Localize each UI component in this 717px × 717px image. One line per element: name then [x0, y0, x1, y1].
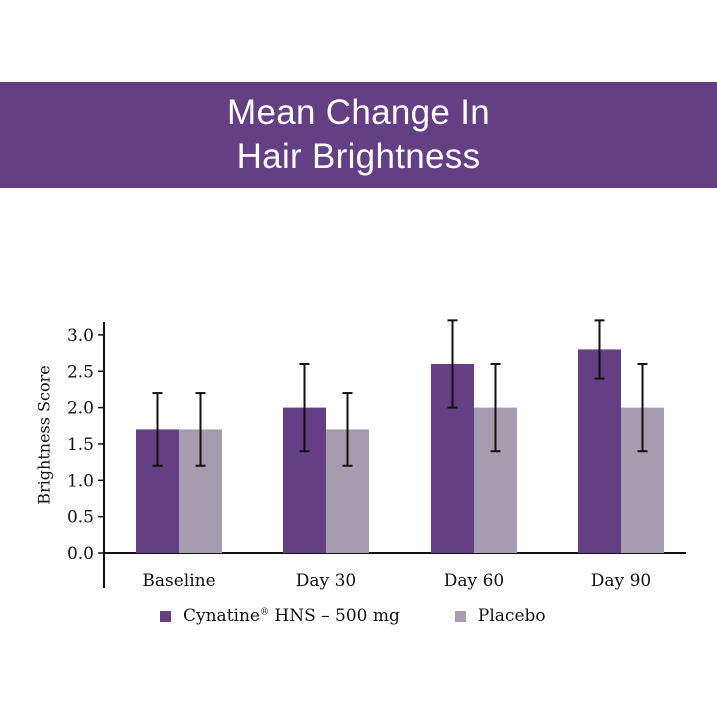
legend-item-placebo: Placebo — [454, 606, 546, 626]
legend-item-cynatine: Cynatine® HNS – 500 mg — [160, 606, 400, 626]
title-banner: Mean Change In Hair Brightness — [0, 82, 717, 188]
x-tick-label: Day 30 — [296, 571, 356, 591]
legend: Cynatine® HNS – 500 mg Placebo — [160, 606, 546, 626]
y-tick-label: 1.0 — [67, 471, 94, 491]
legend-label-cynatine: Cynatine® HNS – 500 mg — [183, 606, 400, 626]
legend-swatch-cynatine — [160, 610, 171, 622]
legend-label-placebo: Placebo — [477, 606, 546, 626]
x-tick-label: Day 60 — [444, 571, 504, 591]
y-tick-label: 3.0 — [67, 326, 94, 346]
legend-swatch-placebo — [454, 610, 466, 622]
y-tick-label: 1.5 — [67, 435, 94, 455]
bar — [578, 349, 621, 553]
y-tick-label: 2.0 — [67, 399, 94, 419]
x-tick-label: Baseline — [142, 571, 215, 591]
chart-title-line-1: Mean Change In — [227, 93, 490, 132]
chart-title-line-2: Hair Brightness — [236, 137, 481, 176]
y-tick-label: 2.5 — [67, 362, 94, 382]
x-tick-label: Day 90 — [591, 571, 651, 591]
y-axis-label: Brightness Score — [34, 365, 54, 505]
y-tick-label: 0.0 — [67, 544, 94, 564]
y-tick-label: 0.5 — [67, 508, 94, 528]
